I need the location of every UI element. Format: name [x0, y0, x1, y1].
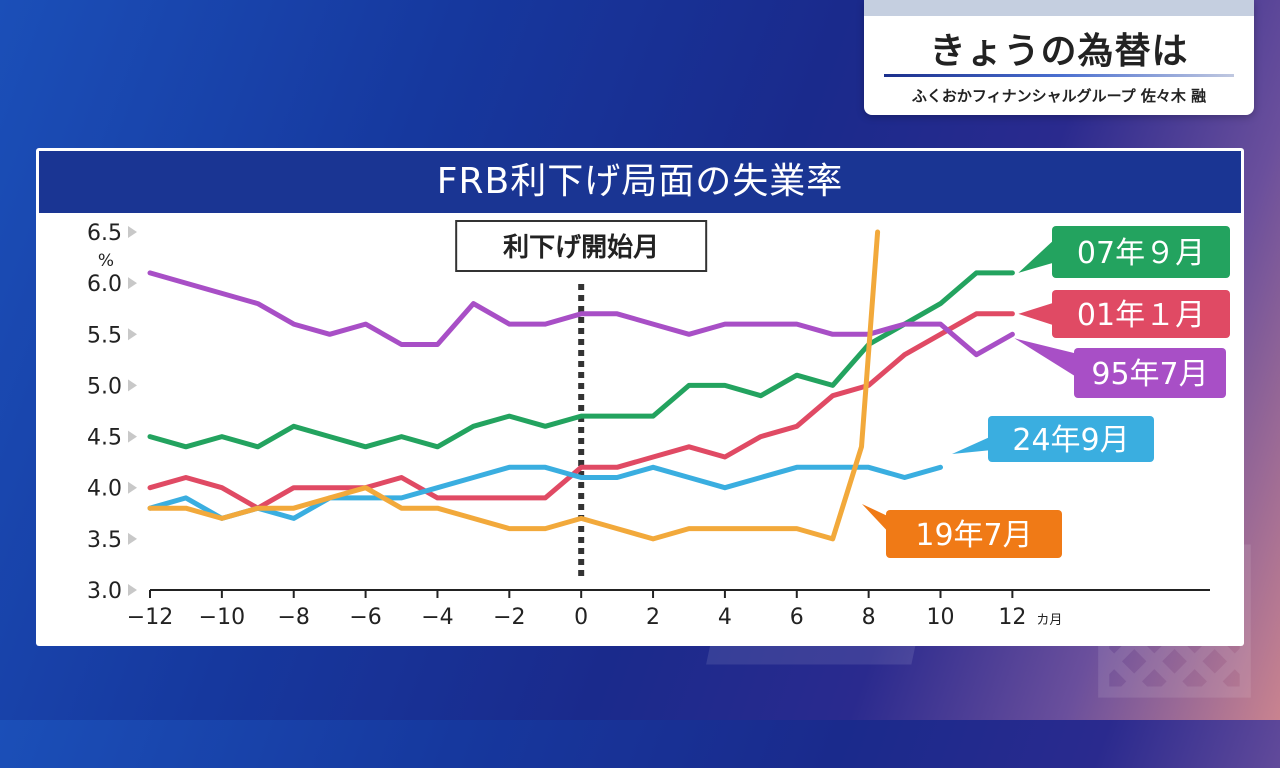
- y-tick-label: 5.5: [87, 323, 122, 348]
- presenter-caption: ふくおかフィナンシャルグループ 佐々木 融: [911, 87, 1207, 105]
- series-label-box: [1074, 348, 1226, 398]
- x-axis-unit: カ月: [1036, 613, 1062, 628]
- y-tick-label: 3.0: [87, 579, 122, 604]
- x-tick-label: −4: [421, 605, 453, 630]
- y-tick-arrow: [128, 584, 137, 596]
- x-tick-label: −10: [199, 605, 245, 630]
- series-label: 19年7月: [915, 518, 1032, 553]
- unemployment-line-chart: 6.5 6.0 5.5 5.0 4.5 4.0 3.5 3.0% −12 −10 −8 −6 −4 −2 0…: [87, 220, 1230, 630]
- x-tick-label: −6: [349, 605, 381, 630]
- title-underline: [884, 74, 1234, 77]
- x-tick-label: 4: [718, 605, 732, 630]
- series-line: [147, 464, 943, 521]
- x-tick-label: 12: [998, 605, 1026, 630]
- x-tick-label: −12: [127, 605, 173, 630]
- y-tick-arrow: [128, 481, 137, 494]
- y-tick-arrow: [128, 430, 137, 443]
- x-tick-label: −8: [278, 605, 310, 630]
- series-label: 24年9月: [1012, 423, 1129, 458]
- series-label-pointer: [1014, 338, 1078, 378]
- series-label-box: [886, 510, 1062, 558]
- x-tick-label: 0: [574, 605, 588, 630]
- series-label: 95年7月: [1091, 357, 1208, 392]
- x-tick-label: 8: [862, 605, 876, 630]
- series-label: 07年９月: [1077, 236, 1205, 271]
- program-title: きょうの為替は: [929, 31, 1189, 72]
- y-axis-unit: %: [98, 251, 114, 271]
- series-label-box: [1052, 290, 1230, 338]
- series-line: [147, 229, 881, 542]
- y-tick-arrow: [128, 379, 137, 392]
- y-tick-label: 6.0: [87, 272, 122, 297]
- chart-title: FRB利下げ局面の失業率: [39, 151, 1241, 213]
- y-tick-label: 5.0: [87, 374, 122, 399]
- series-label-box: [1052, 226, 1230, 278]
- title-card-top-bar: [864, 0, 1254, 16]
- annotation-label: 利下げ開始月: [503, 233, 659, 263]
- series-label-pointer: [1018, 302, 1056, 326]
- x-tick-label: −2: [493, 605, 525, 630]
- program-title-card: きょうの為替は ふくおかフィナンシャルグループ 佐々木 融: [864, 0, 1254, 115]
- y-tick-label: 4.5: [87, 426, 122, 451]
- y-tick-arrow: [128, 226, 137, 238]
- series-label: 01年１月: [1077, 298, 1205, 333]
- y-tick-arrow: [128, 328, 137, 341]
- series-label-box: [988, 416, 1154, 462]
- series-label-pointer: [952, 436, 992, 454]
- x-tick-label: 6: [790, 605, 804, 630]
- y-tick-label: 4.0: [87, 477, 122, 502]
- y-tick-label: 6.5: [87, 221, 122, 246]
- y-tick-label: 3.5: [87, 528, 122, 553]
- annotation-box: [455, 220, 708, 272]
- y-tick-arrow: [128, 277, 137, 290]
- y-tick-arrow: [128, 532, 137, 545]
- x-tick-label: 10: [927, 605, 955, 630]
- series-label-pointer: [1018, 238, 1056, 273]
- x-tick-label: 2: [646, 605, 660, 630]
- chart-panel: FRB利下げ局面の失業率 6.5 6.0 5.5 5.0 4.5 4.0 3.5 3.0% −1…: [36, 148, 1244, 646]
- series-label-pointer: [862, 504, 892, 536]
